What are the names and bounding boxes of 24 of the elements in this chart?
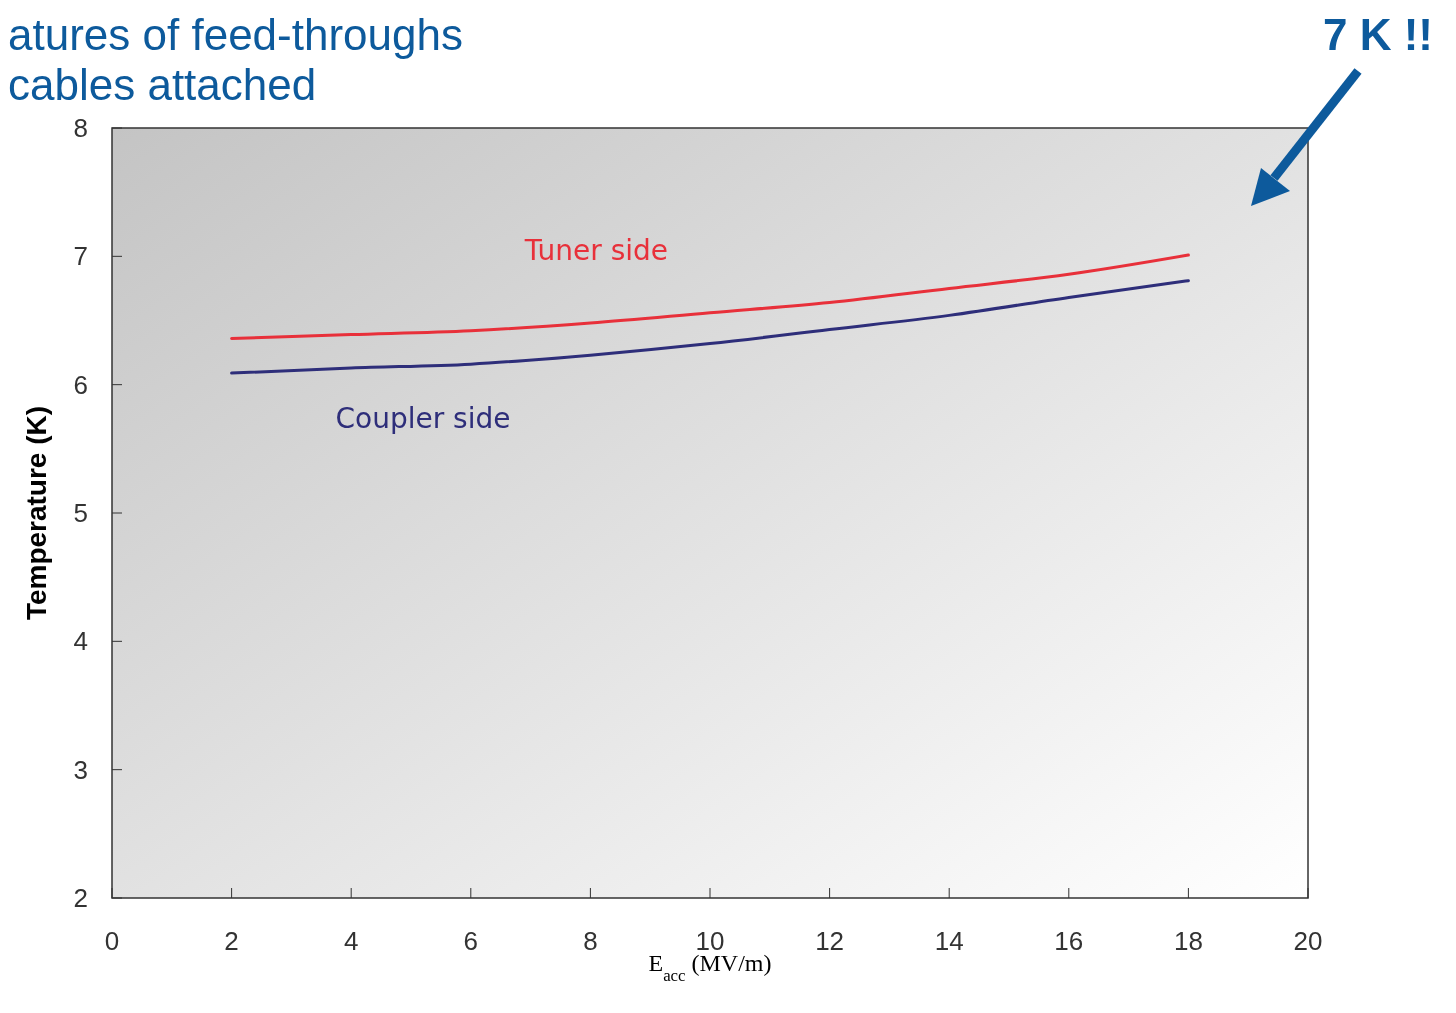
text: 7 K !! [1323, 10, 1433, 59]
series-label: Coupler side [335, 402, 511, 436]
y-tick-label: 5 [73, 498, 88, 528]
y-tick-label: 8 [73, 113, 88, 143]
x-tick-label: 6 [463, 926, 479, 956]
x-tick-label: 20 [1293, 926, 1323, 956]
line-series [230, 279, 1190, 375]
x-tick-label: 16 [1054, 926, 1084, 956]
x-tick-label: 4 [343, 926, 359, 956]
x-tick-label: 2 [224, 926, 239, 956]
x-tick-label: 8 [583, 926, 598, 956]
x-tick-label: 0 [104, 926, 120, 956]
x-tick-label: 18 [1173, 926, 1203, 956]
y-tick-label: 2 [73, 883, 88, 913]
y-tick-label: 3 [73, 754, 88, 785]
y-tick-label: 6 [73, 369, 88, 400]
y-tick-label: 7 [73, 241, 88, 272]
x-tick-label: 14 [934, 926, 964, 956]
chart-title: atures of feed-throughs [8, 10, 463, 59]
series-label: Tuner side [523, 234, 669, 268]
chart-subtitle: cables attached [8, 60, 317, 109]
y-axis-title: Temperature (K) [21, 405, 52, 621]
x-tick-label: 12 [815, 926, 845, 956]
y-tick-label: 4 [73, 626, 88, 657]
